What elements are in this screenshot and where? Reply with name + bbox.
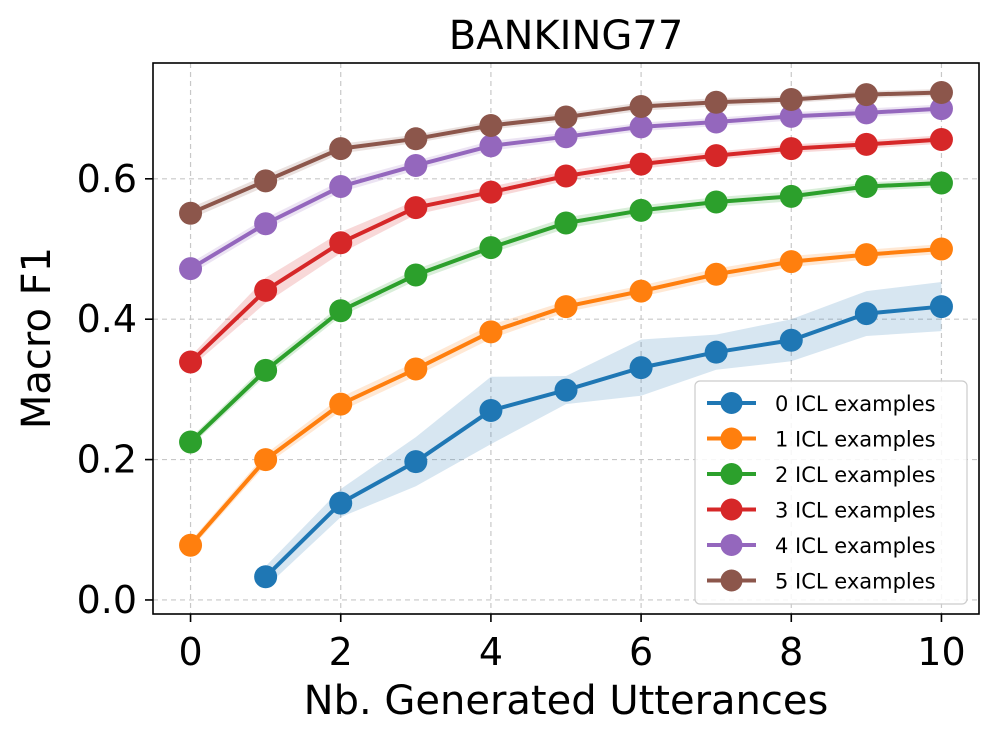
legend-marker-5	[720, 569, 743, 592]
data-point	[404, 153, 428, 177]
series-line-0	[264, 304, 942, 579]
legend-marker-2	[720, 463, 743, 485]
legend-marker-0	[720, 392, 743, 414]
chart-title: BANKING77	[449, 13, 684, 59]
plot-frame	[152, 62, 980, 615]
data-point	[554, 105, 578, 129]
data-point	[629, 198, 653, 222]
data-point	[179, 257, 203, 281]
data-point	[704, 190, 728, 214]
x-tick-label: 4	[479, 630, 503, 674]
series-band-0	[265, 281, 942, 588]
x-tick-label: 2	[329, 630, 353, 674]
data-point	[779, 250, 803, 274]
y-tick-label: 0.6	[77, 157, 137, 201]
x-tick-label: 8	[779, 630, 803, 674]
tick-layer: 0 2 4 6 8 10 0.0 0.2 0.4 0.6	[77, 157, 966, 674]
x-tick-label: 0	[178, 630, 202, 674]
legend-label-5: 5 ICL examples	[775, 570, 936, 594]
data-point	[779, 184, 803, 208]
data-point	[854, 243, 878, 267]
data-point	[254, 448, 278, 472]
data-point	[929, 171, 953, 195]
y-tick-label: 0.4	[77, 297, 137, 341]
data-point	[254, 169, 278, 193]
data-point	[329, 231, 353, 255]
y-tick-label: 0.2	[77, 438, 137, 482]
data-point	[704, 110, 728, 134]
data-point	[779, 137, 803, 161]
data-point	[404, 196, 428, 220]
data-point	[554, 295, 578, 319]
data-point	[179, 430, 203, 454]
data-point	[554, 164, 578, 188]
x-axis-label: Nb. Generated Utterances	[304, 678, 829, 724]
x-tick-label: 10	[917, 630, 965, 674]
data-point	[254, 358, 278, 382]
data-point	[704, 144, 728, 168]
data-point	[479, 398, 503, 422]
series-layer	[179, 80, 953, 589]
data-point	[329, 137, 353, 161]
data-point	[779, 87, 803, 111]
data-point	[854, 132, 878, 156]
data-point	[554, 125, 578, 149]
data-point	[404, 357, 428, 381]
data-point	[329, 392, 353, 416]
data-point	[404, 263, 428, 287]
legend-label-4: 4 ICL examples	[775, 534, 936, 558]
legend-marker-1	[720, 427, 743, 450]
data-point	[629, 152, 653, 176]
data-point	[854, 83, 878, 107]
y-axis-label: Macro F1	[14, 247, 60, 429]
data-point	[329, 175, 353, 199]
data-point	[854, 175, 878, 199]
data-point	[179, 533, 203, 557]
data-point	[179, 201, 203, 225]
y-tick-label: 0.0	[77, 578, 137, 622]
data-point	[404, 127, 428, 151]
data-point	[704, 90, 728, 114]
data-point	[629, 279, 653, 303]
data-point	[629, 115, 653, 139]
legend-label-1: 1 ICL examples	[775, 428, 936, 452]
data-point	[479, 113, 503, 137]
data-point	[179, 350, 203, 374]
data-point	[704, 340, 728, 364]
data-point	[929, 128, 953, 152]
data-point	[254, 565, 278, 589]
data-point	[929, 80, 953, 104]
data-point	[479, 134, 503, 158]
legend-label-2: 2 ICL examples	[775, 463, 936, 487]
data-point	[629, 356, 653, 380]
legend-label-0: 0 ICL examples	[775, 392, 936, 416]
x-tick-label: 6	[629, 630, 653, 674]
data-point	[554, 211, 578, 235]
legend-marker-4	[720, 534, 743, 556]
data-point	[929, 97, 953, 121]
data-point	[929, 237, 953, 261]
data-point	[779, 328, 803, 352]
data-point	[329, 491, 353, 515]
data-point	[779, 104, 803, 128]
data-point	[479, 236, 503, 260]
data-point	[854, 101, 878, 125]
data-point	[254, 278, 278, 302]
data-point	[479, 320, 503, 344]
data-point	[704, 262, 728, 286]
data-point	[254, 212, 278, 236]
legend: 0 ICL examples 1 ICL examples 2 ICL exampl…	[694, 380, 968, 605]
data-point	[629, 95, 653, 119]
data-point	[479, 180, 503, 204]
data-point	[854, 302, 878, 326]
data-point	[329, 299, 353, 323]
data-point	[554, 378, 578, 402]
legend-marker-3	[720, 498, 743, 521]
data-point	[929, 295, 953, 319]
legend-box	[694, 380, 968, 605]
legend-label-3: 3 ICL examples	[775, 499, 936, 523]
data-point	[404, 450, 428, 474]
